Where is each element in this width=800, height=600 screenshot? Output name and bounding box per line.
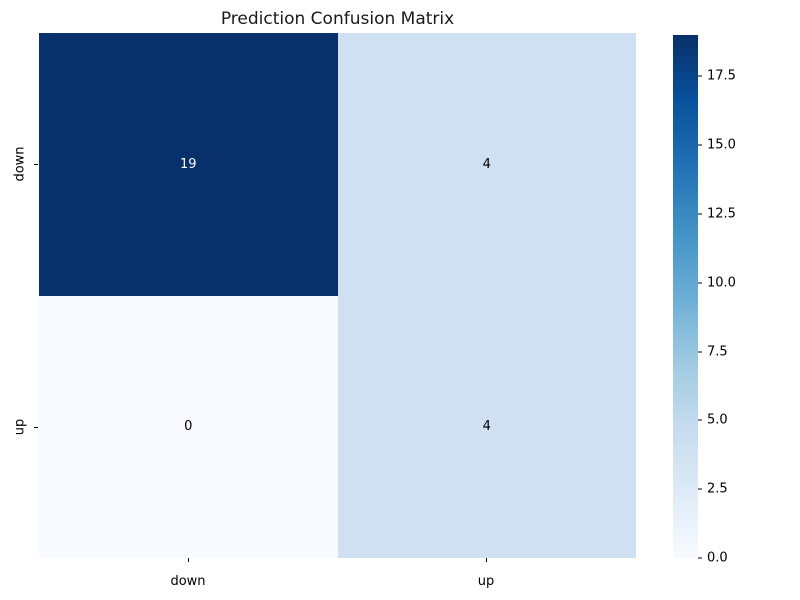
colorbar-ticks: 0.0 2.5 5.0 7.5 10.0 12.5 15.0 17.5 — [698, 35, 758, 566]
colorbar-tick-label: 7.5 — [707, 344, 728, 360]
heatmap: 19 4 0 4 — [39, 33, 636, 558]
heatmap-cell-down-up: 4 — [337, 33, 636, 296]
colorbar — [673, 35, 698, 558]
colorbar-tick-mark — [698, 213, 702, 215]
x-axis-label-up: up — [477, 574, 495, 589]
y-axis-label-up: up — [12, 418, 28, 436]
y-axis-tick-down — [34, 164, 38, 165]
colorbar-tick-label: 2.5 — [707, 481, 728, 497]
x-axis-tick-up — [486, 558, 487, 562]
heatmap-cell-up-up: 4 — [337, 295, 636, 558]
colorbar-tick-mark — [698, 419, 702, 421]
x-axis-label-down: down — [170, 574, 206, 589]
colorbar-tick-label: 17.5 — [707, 68, 736, 84]
heatmap-cell-down-down: 19 — [39, 33, 338, 296]
colorbar-tick-label: 0.0 — [707, 550, 728, 566]
colorbar-tick-mark — [698, 144, 702, 146]
y-axis-label-down: down — [12, 146, 28, 182]
colorbar-tick-mark — [698, 282, 702, 284]
x-axis-tick-down — [188, 558, 189, 562]
colorbar-tick-mark — [698, 75, 702, 77]
colorbar-tick-label: 5.0 — [707, 412, 728, 428]
colorbar-tick-label: 10.0 — [707, 275, 736, 291]
colorbar-tick-mark — [698, 351, 702, 353]
colorbar-tick-mark — [698, 488, 702, 490]
colorbar-tick-label: 15.0 — [707, 137, 736, 153]
y-axis-tick-up — [34, 427, 38, 428]
chart-title: Prediction Confusion Matrix — [220, 9, 455, 29]
heatmap-cell-up-down: 0 — [39, 295, 338, 558]
colorbar-tick-mark — [698, 557, 702, 559]
colorbar-tick-label: 12.5 — [707, 206, 736, 222]
